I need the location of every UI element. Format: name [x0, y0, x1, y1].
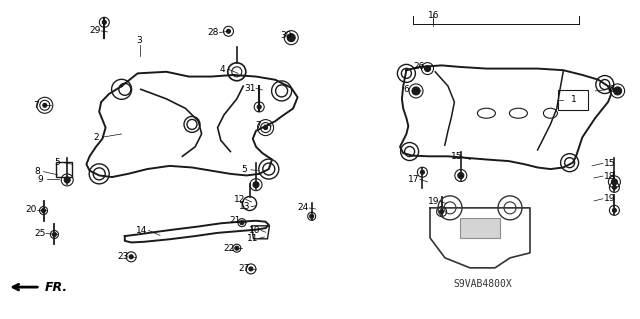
- Text: 14: 14: [136, 226, 148, 235]
- Text: 6: 6: [404, 85, 409, 94]
- Text: 5: 5: [242, 165, 247, 174]
- Circle shape: [227, 29, 230, 33]
- Circle shape: [249, 267, 253, 271]
- Circle shape: [614, 87, 621, 95]
- Text: 11: 11: [247, 234, 259, 243]
- Circle shape: [611, 179, 618, 185]
- Circle shape: [612, 185, 616, 189]
- Text: 19: 19: [604, 194, 615, 203]
- Bar: [460, 218, 500, 238]
- Circle shape: [264, 126, 268, 130]
- Circle shape: [412, 87, 420, 95]
- Circle shape: [440, 210, 444, 214]
- Text: 7: 7: [34, 101, 39, 110]
- Text: 21: 21: [229, 216, 241, 225]
- Text: 18: 18: [604, 172, 615, 181]
- Circle shape: [458, 173, 464, 179]
- Text: FR.: FR.: [45, 281, 68, 293]
- Circle shape: [310, 214, 314, 218]
- Circle shape: [240, 221, 244, 225]
- Text: 25: 25: [34, 229, 45, 238]
- Text: 6: 6: [609, 85, 614, 94]
- Text: 23: 23: [118, 252, 129, 261]
- Circle shape: [253, 182, 259, 188]
- Text: 3: 3: [137, 36, 142, 45]
- Text: 10: 10: [249, 226, 260, 235]
- Text: 8: 8: [35, 167, 40, 176]
- Circle shape: [102, 20, 106, 24]
- Text: 28: 28: [207, 28, 219, 37]
- Circle shape: [64, 177, 70, 183]
- Text: 2: 2: [93, 133, 99, 142]
- Circle shape: [42, 209, 45, 212]
- Text: S9VAB4800X: S9VAB4800X: [454, 279, 513, 289]
- Text: 27: 27: [239, 264, 250, 273]
- Circle shape: [424, 66, 431, 71]
- Text: 13: 13: [239, 202, 250, 211]
- Text: 30: 30: [280, 31, 292, 40]
- Circle shape: [235, 246, 239, 250]
- Text: 26: 26: [413, 62, 424, 71]
- Circle shape: [612, 208, 616, 212]
- Text: 20: 20: [25, 205, 36, 214]
- Text: 15: 15: [451, 152, 462, 161]
- Circle shape: [52, 233, 56, 236]
- Text: 31: 31: [244, 84, 255, 93]
- Text: 9: 9: [38, 175, 43, 184]
- Circle shape: [287, 33, 295, 42]
- Circle shape: [257, 105, 261, 109]
- Text: 12: 12: [234, 195, 245, 204]
- Circle shape: [43, 103, 47, 107]
- Text: 1: 1: [572, 95, 577, 104]
- Text: 22: 22: [223, 244, 235, 253]
- Text: 7: 7: [255, 121, 260, 130]
- Text: 15: 15: [604, 159, 615, 168]
- Text: 5: 5: [55, 158, 60, 167]
- Text: 19: 19: [428, 197, 439, 206]
- Bar: [558, 91, 588, 110]
- Text: 17: 17: [408, 175, 419, 184]
- Text: 29: 29: [89, 26, 100, 35]
- Circle shape: [129, 255, 133, 259]
- Text: 16: 16: [428, 11, 439, 20]
- Text: 24: 24: [297, 204, 308, 212]
- Text: 4: 4: [220, 65, 225, 74]
- Circle shape: [420, 170, 424, 174]
